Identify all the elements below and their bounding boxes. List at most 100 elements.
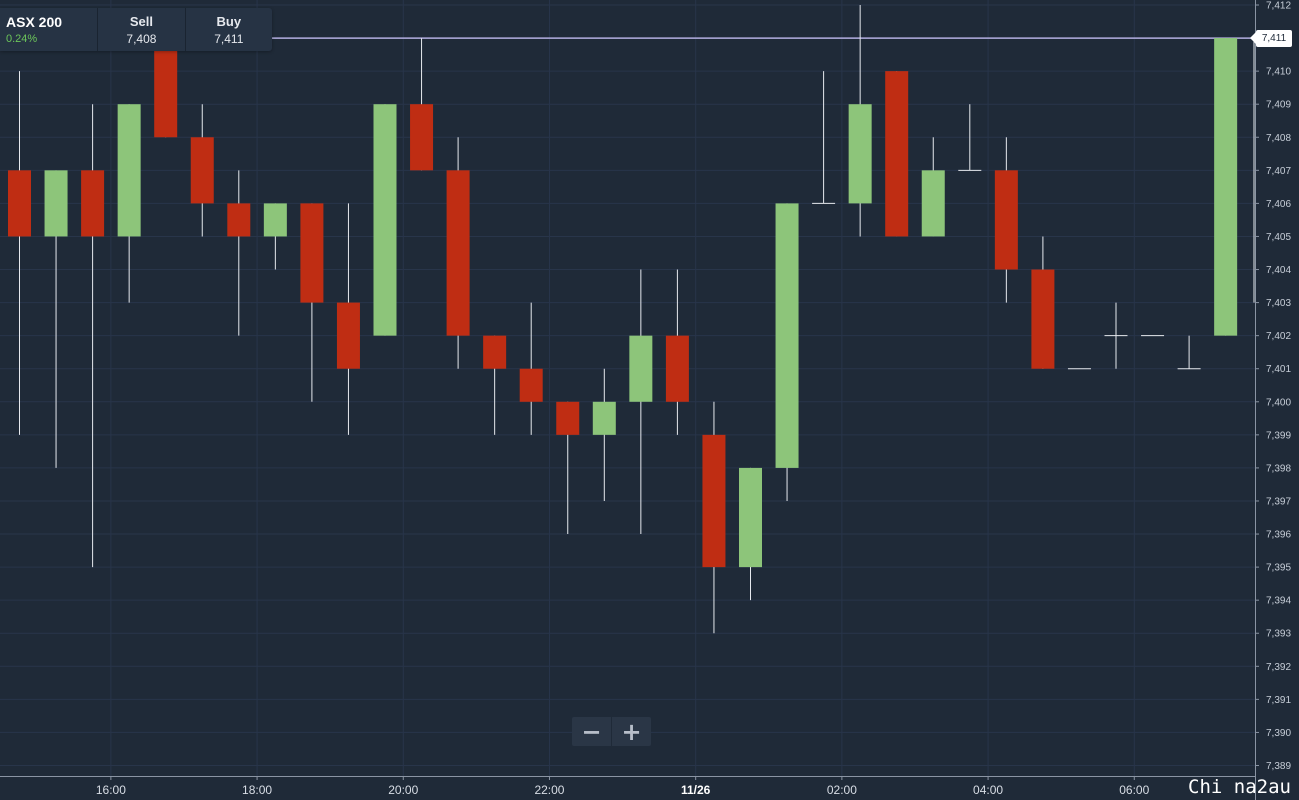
candle <box>81 104 105 568</box>
buy-label: Buy <box>216 13 242 29</box>
candle-body <box>446 170 470 336</box>
watermark: Chi na2au <box>1188 776 1291 798</box>
candle <box>227 170 251 336</box>
y-tick-label: 7,397 <box>1266 496 1291 507</box>
candle <box>1214 38 1238 336</box>
zoom-in-button[interactable]: + <box>611 717 651 746</box>
candle-body <box>1214 38 1238 336</box>
y-tick-label: 7,410 <box>1266 67 1291 78</box>
instrument-header: ASX 200 0.24% Sell 7,408 Buy 7,411 <box>0 8 272 51</box>
y-tick-label: 7,409 <box>1266 100 1291 111</box>
candle-body <box>8 170 31 237</box>
x-tick-label: 11/26 <box>681 783 711 797</box>
candle <box>519 302 543 435</box>
y-tick-label: 7,390 <box>1266 728 1291 739</box>
x-tick-label: 18:00 <box>242 783 272 797</box>
candle-body <box>373 104 397 336</box>
candle-body <box>154 38 178 138</box>
candle <box>1104 302 1128 369</box>
x-tick-label: 06:00 <box>1119 783 1149 797</box>
candle <box>190 104 214 237</box>
x-tick-label: 16:00 <box>96 783 126 797</box>
candle <box>446 137 470 369</box>
y-tick-label: 7,399 <box>1266 430 1291 441</box>
candle <box>556 401 580 535</box>
candle <box>1031 236 1055 369</box>
instrument-change: 0.24% <box>6 33 38 45</box>
zoom-out-button[interactable]: − <box>581 717 602 746</box>
candle-body <box>739 467 762 568</box>
candle-body <box>519 368 543 402</box>
y-tick-label: 7,401 <box>1266 364 1291 375</box>
candle <box>665 269 689 435</box>
y-tick-label: 7,389 <box>1266 761 1291 772</box>
candle <box>702 401 726 634</box>
candle <box>994 137 1018 303</box>
candle <box>1177 335 1201 370</box>
candle <box>483 335 507 435</box>
y-tick-label: 7,412 <box>1266 1 1291 12</box>
candle-body <box>848 104 872 204</box>
candle <box>958 104 982 171</box>
x-tick-label: 04:00 <box>973 783 1003 797</box>
candle <box>117 104 141 303</box>
candle-body <box>665 335 689 402</box>
candle-body <box>410 104 434 171</box>
zoom-control: − + <box>572 717 651 746</box>
candle <box>629 269 653 535</box>
candle-body <box>117 104 141 237</box>
x-axis: 16:00 18:00 20:00 22:00 11/26 02:00 04:00 06:00 <box>96 776 1150 797</box>
candle <box>921 137 945 237</box>
instrument-name: ASX 200 <box>6 14 63 30</box>
y-tick-label: 7,394 <box>1266 596 1291 607</box>
candle-body <box>994 170 1018 270</box>
candle <box>739 467 762 601</box>
sell-button[interactable]: Sell 7,408 <box>97 8 184 51</box>
candle-body <box>629 335 653 402</box>
candle <box>812 71 836 204</box>
y-tick-label: 7,393 <box>1266 629 1291 640</box>
buy-button[interactable]: Buy 7,411 <box>184 8 272 51</box>
candle <box>848 5 872 237</box>
candle-body <box>227 203 251 237</box>
y-axis: 7,389 7,390 7,391 7,392 7,393 7,394 7,395 7,396… <box>1255 1 1291 772</box>
y-tick-label: 7,391 <box>1266 695 1291 706</box>
candle-body <box>336 302 360 369</box>
current-price-tag: 7,411 <box>1250 30 1292 47</box>
instrument-info: ASX 200 0.24% <box>0 8 97 51</box>
y-tick-label: 7,402 <box>1266 331 1291 342</box>
candle-body <box>775 203 799 468</box>
sell-label: Sell <box>129 13 153 29</box>
y-tick-label: 7,404 <box>1266 265 1291 276</box>
candle <box>775 203 799 501</box>
sell-price: 7,408 <box>126 31 157 46</box>
candle-body <box>1031 269 1055 369</box>
candle <box>300 203 324 402</box>
candle <box>44 170 68 468</box>
candle-body <box>483 335 507 369</box>
y-tick-label: 7,392 <box>1266 662 1291 673</box>
candles <box>8 5 1255 634</box>
y-tick-label: 7,396 <box>1266 530 1291 541</box>
candle <box>263 203 287 270</box>
candle-body <box>190 137 214 204</box>
candle-body <box>300 203 324 303</box>
candle-body <box>44 170 68 237</box>
x-tick-label: 22:00 <box>534 783 564 797</box>
candle <box>592 368 616 501</box>
candle-body <box>592 401 616 435</box>
y-tick-label: 7,408 <box>1266 133 1291 144</box>
candle-body <box>885 71 909 237</box>
x-tick-label: 02:00 <box>827 783 857 797</box>
candle <box>885 71 909 237</box>
candle-body <box>81 170 105 237</box>
y-tick-label: 7,406 <box>1266 199 1291 210</box>
candle-body <box>556 401 580 435</box>
grid-lines <box>0 0 1256 800</box>
y-tick-label: 7,400 <box>1266 397 1291 408</box>
candle-body <box>263 203 287 237</box>
candle <box>373 104 397 336</box>
buy-price: 7,411 <box>214 31 244 46</box>
candle <box>8 71 31 435</box>
